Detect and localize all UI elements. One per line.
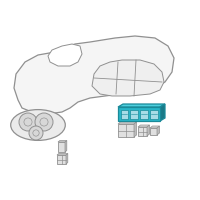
Bar [150,110,158,118]
Ellipse shape [11,110,65,140]
Circle shape [19,113,37,131]
Circle shape [29,126,43,140]
Bar [140,110,148,118]
Polygon shape [58,140,67,142]
Polygon shape [118,122,136,124]
Bar [138,127,147,136]
Bar [118,107,160,121]
Polygon shape [157,126,160,135]
Polygon shape [65,140,67,152]
Polygon shape [134,122,136,137]
Bar [150,128,157,135]
Polygon shape [160,104,165,121]
Bar [120,110,128,118]
Polygon shape [147,125,150,136]
Polygon shape [57,154,68,155]
Polygon shape [66,154,68,164]
Polygon shape [138,125,150,127]
Polygon shape [14,36,174,114]
Polygon shape [92,60,164,96]
Polygon shape [48,44,82,66]
Circle shape [35,113,53,131]
Polygon shape [150,126,160,128]
Bar [58,142,65,152]
Polygon shape [118,104,165,107]
Bar [130,110,138,118]
Bar [118,124,134,137]
Bar [57,155,66,164]
